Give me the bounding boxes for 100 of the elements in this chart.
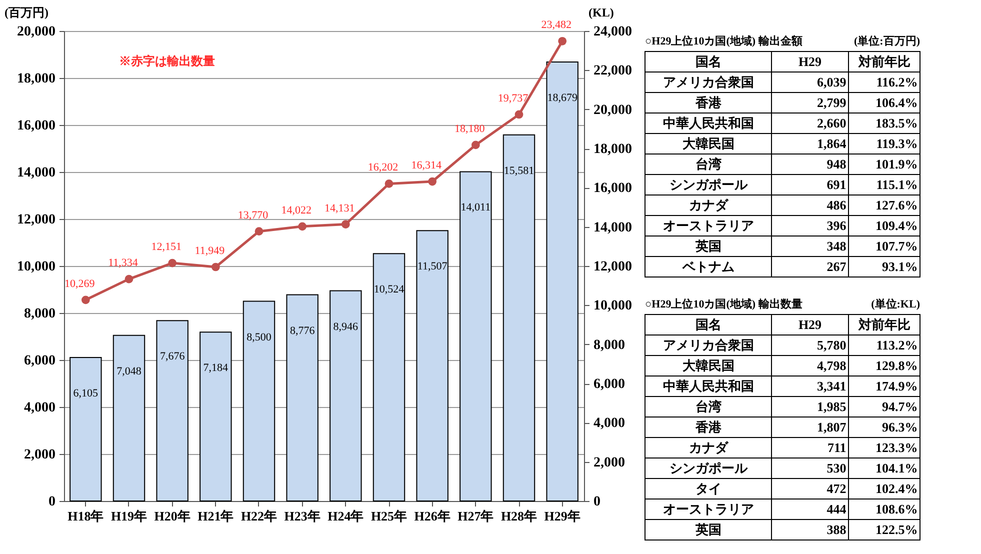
category-label: 大韓民国 [682, 358, 734, 373]
category-label: オーストラリア [662, 501, 754, 516]
x-tick-label: H19年 [110, 508, 148, 524]
data-label: 396 [826, 218, 847, 233]
category-label: カナダ [688, 440, 729, 455]
data-label: 691 [826, 176, 846, 192]
x-tick-label: H18年 [68, 508, 104, 524]
category-label: タイ [695, 480, 722, 496]
x-tick-label: H27年 [458, 508, 494, 524]
category-label: シンガポール [669, 460, 748, 476]
data-label: 122.5% [876, 522, 918, 537]
data-label: 1,864 [817, 136, 847, 151]
data-label: 7,184 [203, 362, 229, 374]
data-label: 2,660 [817, 115, 846, 130]
y2-tick-label: 0 [594, 494, 600, 510]
category-label: アメリカ合衆国 [662, 74, 754, 90]
x-tick-label: H29年 [544, 508, 580, 524]
data-label: 486 [826, 197, 847, 212]
data-label: 530 [826, 460, 846, 476]
y-tick-label: 10,000 [17, 260, 56, 274]
annotation: ※赤字は輸出数量 [119, 54, 215, 68]
text: H29 [798, 316, 822, 332]
y2-tick-label: 10,000 [594, 298, 632, 314]
y-tick-label: 18,000 [17, 72, 56, 86]
data-label: 1,807 [817, 419, 847, 434]
y2-tick-label: 14,000 [594, 220, 632, 236]
data-label: 2,799 [817, 94, 847, 110]
data-label: 93.1% [882, 258, 918, 274]
text: ○H29上位10カ国(地域) 輸出金額 [645, 34, 802, 48]
data-label: 94.7% [882, 398, 918, 414]
data-label: 11,334 [108, 257, 138, 270]
category-label: ベトナム [681, 258, 734, 274]
data-label: 711 [828, 440, 846, 455]
data-label: 108.6% [876, 501, 918, 516]
data-label: 14,022 [281, 204, 312, 216]
x-tick-label: H20年 [154, 508, 190, 524]
data-label: 174.9% [876, 378, 918, 394]
x-tick-label: H25年 [370, 508, 408, 524]
data-label: 106.4% [876, 94, 918, 110]
data-label: 96.3% [882, 419, 918, 434]
y-tick-label: 0 [48, 494, 56, 510]
y2-tick-label: 12,000 [594, 260, 632, 274]
category-label: 中華人民共和国 [662, 115, 754, 130]
series-label: 対前年比 [857, 316, 910, 332]
data-label: 11,507 [417, 260, 448, 273]
y-tick-label: 20,000 [17, 24, 56, 40]
y-tick-label: 8,000 [24, 306, 56, 322]
category-label: 英国 [694, 238, 722, 254]
y2-tick-label: 16,000 [594, 181, 632, 196]
category-label: 大韓民国 [682, 136, 734, 151]
series-label: 対前年比 [857, 54, 910, 69]
data-label: 5,780 [817, 337, 846, 352]
data-label: 8,776 [290, 324, 316, 337]
data-label: 388 [826, 522, 847, 537]
y2-tick-label: 8,000 [594, 338, 625, 353]
data-label: 183.5% [876, 115, 918, 130]
category-label: オーストラリア [662, 218, 754, 233]
data-label: 16,314 [411, 160, 442, 172]
x-tick-label: H26年 [414, 508, 450, 524]
x-tick-label: H23年 [284, 508, 320, 524]
y-tick-label: 16,000 [17, 118, 56, 134]
x-tick-label: H28年 [500, 508, 538, 524]
data-label: 119.3% [876, 136, 918, 151]
y-tick-label: 6,000 [24, 354, 56, 368]
category-label: 英国 [694, 522, 722, 537]
data-label: 23,482 [541, 19, 572, 32]
data-label: 1,985 [817, 398, 847, 414]
category-label: 香港 [694, 419, 722, 434]
data-label: 444 [826, 501, 847, 516]
data-label: 14,131 [324, 202, 355, 214]
category-label: カナダ [688, 197, 729, 212]
data-label: 7,676 [160, 350, 186, 363]
y2-tick-label: 20,000 [594, 102, 632, 118]
data-label: 16,202 [368, 162, 398, 174]
data-label: 129.8% [876, 358, 918, 373]
data-label: 104.1% [876, 460, 918, 476]
y2-tick-label: 24,000 [594, 24, 632, 40]
y-tick-label: 12,000 [17, 212, 56, 228]
y2-axis-title: (KL) [588, 6, 614, 20]
x-tick-label: H21年 [198, 508, 234, 524]
category-label: 台湾 [695, 156, 722, 172]
data-label: 4,798 [817, 358, 847, 373]
data-label: 948 [826, 156, 847, 172]
data-label: 19,737 [498, 92, 529, 104]
data-label: 127.6% [876, 197, 918, 212]
text: (単位:百万円) [854, 34, 920, 48]
data-label: 14,011 [460, 202, 491, 214]
text: (単位:KL) [871, 297, 920, 310]
text: ○H29上位10カ国(地域) 輸出数量 [645, 297, 802, 310]
data-label: 109.4% [876, 218, 918, 233]
data-label: 18,679 [547, 92, 578, 104]
y2-tick-label: 6,000 [594, 377, 625, 392]
text: 国名 [695, 54, 722, 69]
data-label: 123.3% [876, 440, 918, 455]
data-label: 13,770 [238, 209, 269, 222]
data-label: 116.2% [876, 74, 918, 90]
data-label: 6,039 [817, 74, 847, 90]
data-label: 18,180 [454, 122, 486, 135]
data-label: 3,341 [817, 378, 846, 394]
category-label: シンガポール [669, 176, 748, 192]
